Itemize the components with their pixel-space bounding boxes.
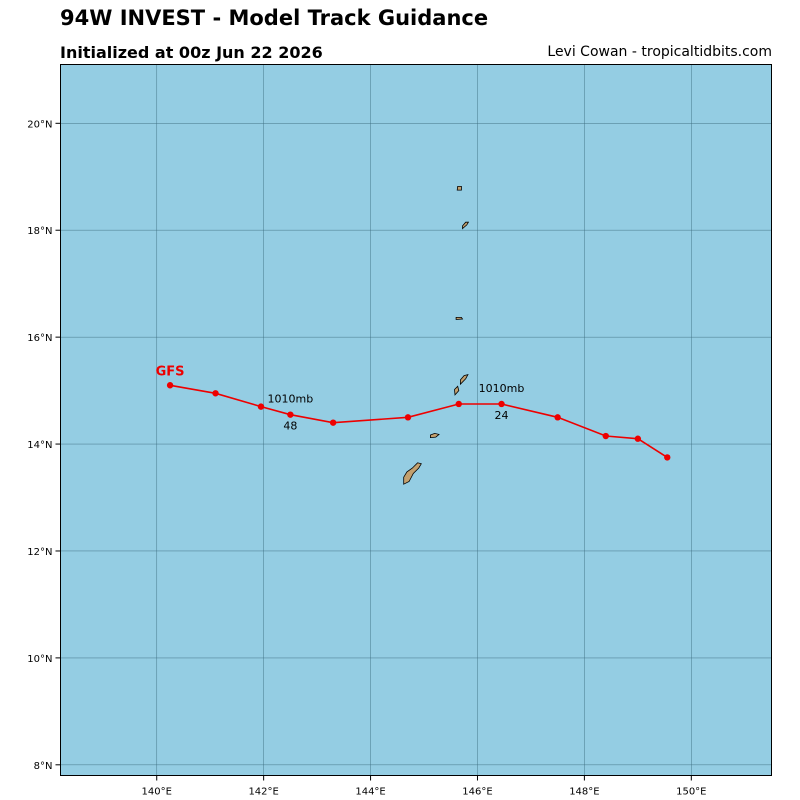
map-subtitle: Initialized at 00z Jun 22 2026 bbox=[60, 43, 323, 62]
island-shape bbox=[455, 316, 464, 320]
credit-text: Levi Cowan - tropicaltidbits.com bbox=[547, 44, 772, 60]
track-line bbox=[169, 384, 668, 459]
tick-label-lon: 142°E bbox=[248, 787, 278, 798]
island-shape bbox=[462, 221, 470, 230]
track-layer: 1010mb 24 1010mb 48 GFS bbox=[156, 364, 671, 461]
track-point bbox=[329, 419, 337, 426]
tick-label-lat: 18°N bbox=[27, 226, 52, 237]
tick-label-lat: 20°N bbox=[27, 119, 52, 130]
tick-label-lat: 12°N bbox=[27, 547, 52, 558]
tick-label-lon: 146°E bbox=[462, 787, 492, 798]
track-point bbox=[602, 432, 609, 440]
map-title: 94W INVEST - Model Track Guidance bbox=[60, 6, 489, 30]
track-point bbox=[455, 400, 462, 408]
pressure-label: 1010mb bbox=[479, 382, 525, 395]
island-shape bbox=[429, 432, 440, 439]
track-point bbox=[287, 411, 294, 418]
island-shape bbox=[459, 373, 469, 386]
track-point bbox=[664, 454, 671, 461]
tick-label-lat: 14°N bbox=[27, 440, 52, 451]
island-shape bbox=[403, 462, 422, 485]
island-layer bbox=[403, 185, 470, 485]
forecast-hour-label: 24 bbox=[495, 409, 509, 422]
track-point bbox=[212, 390, 219, 397]
tick-label-lon: 140°E bbox=[142, 787, 172, 798]
axis-ticks: 140°E 142°E 144°E 146°E 148°E 150°E 8°N 10°N 12°… bbox=[27, 119, 706, 797]
tick-label-lat: 8°N bbox=[34, 761, 53, 772]
tick-label-lat: 16°N bbox=[27, 333, 52, 344]
track-point bbox=[166, 382, 174, 389]
tick-label-lon: 144°E bbox=[355, 787, 385, 798]
track-point bbox=[404, 414, 412, 421]
tick-label-lon: 148°E bbox=[569, 787, 599, 798]
grid-lines bbox=[60, 64, 772, 776]
island-shape bbox=[456, 185, 462, 191]
track-point bbox=[634, 435, 642, 442]
tick-label-lon: 150°E bbox=[676, 787, 706, 798]
track-point bbox=[498, 400, 505, 408]
ocean-background bbox=[60, 64, 772, 776]
forecast-hour-label: 48 bbox=[283, 420, 297, 433]
track-point bbox=[257, 403, 265, 410]
island-shape bbox=[454, 385, 460, 396]
model-name-label: GFS bbox=[156, 364, 185, 379]
tick-label-lat: 10°N bbox=[27, 654, 52, 665]
pressure-label: 1010mb bbox=[268, 393, 314, 406]
track-point bbox=[554, 414, 561, 421]
map-frame bbox=[60, 64, 772, 776]
